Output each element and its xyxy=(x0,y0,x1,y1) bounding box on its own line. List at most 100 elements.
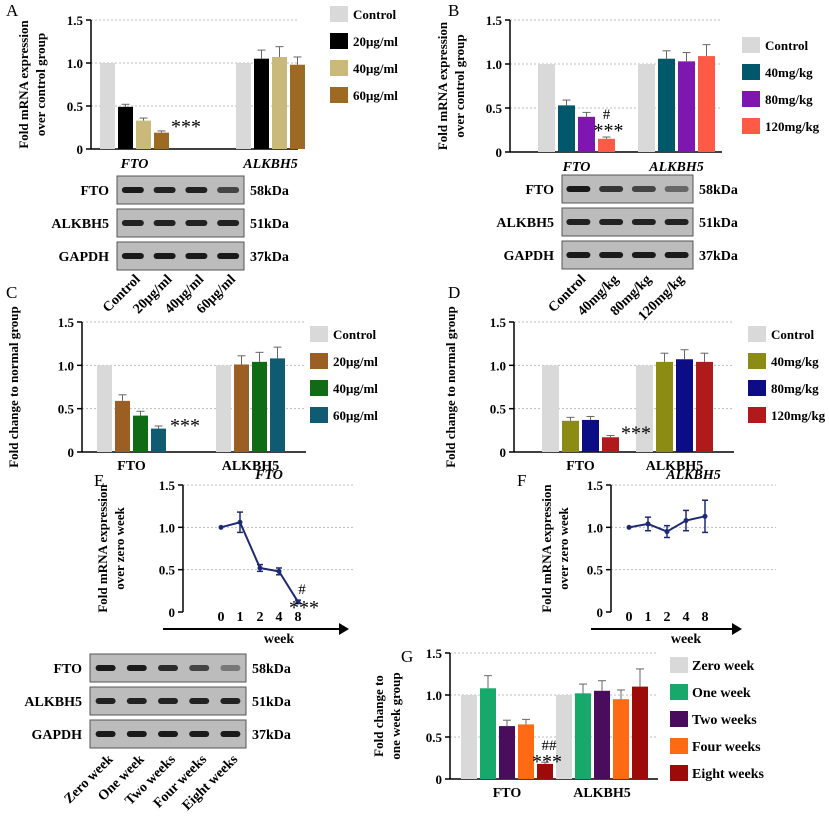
blot-band xyxy=(185,187,208,193)
y-tick-label: 0 xyxy=(597,605,604,620)
blot-band xyxy=(566,252,591,258)
category-label: ALKBH5 xyxy=(222,459,280,474)
blot-row-label: ALKBH5 xyxy=(51,217,109,232)
bar-B-FTO-2 xyxy=(578,116,595,152)
blot-band xyxy=(566,186,591,192)
significance-mark: # xyxy=(603,107,611,123)
legend-swatch xyxy=(742,37,760,53)
y-tick-label: 0 xyxy=(496,145,503,160)
bar-C-ALKBH5-1 xyxy=(234,364,249,452)
legend-label: 40mg/kg xyxy=(771,354,819,369)
category-label: ALKBH5 xyxy=(242,157,297,172)
legend-label: Control xyxy=(765,38,808,53)
panel-letter: B xyxy=(448,1,459,20)
y-axis-label: one week group xyxy=(388,672,403,759)
data-point xyxy=(683,518,689,524)
blot-band xyxy=(153,220,176,226)
significance-mark: ## xyxy=(542,738,558,754)
blot-size-label: 58kDa xyxy=(252,662,291,677)
bar-C-FTO-2 xyxy=(133,415,148,452)
x-tick-label: 2 xyxy=(664,610,671,625)
significance-mark: *** xyxy=(621,423,651,445)
blot-band xyxy=(153,187,176,193)
panel-letter: E xyxy=(94,471,104,490)
blot-size-label: 51kDa xyxy=(699,216,738,231)
blot-band xyxy=(631,186,656,192)
y-tick-label: 1.0 xyxy=(490,358,506,373)
panel-G: 0 0.5 1.0 1.5 Fold change to one week group FT… xyxy=(371,646,765,801)
legend-label: One week xyxy=(692,686,751,701)
y-tick-label: 1.5 xyxy=(486,13,503,28)
blot-band xyxy=(95,698,116,704)
legend-label: Two weeks xyxy=(692,713,757,728)
bar-G-FTO-0 xyxy=(461,695,477,779)
blot-band xyxy=(189,698,210,704)
data-point xyxy=(295,599,301,605)
x-tick-label: 2 xyxy=(257,610,264,625)
x-tick-label: 8 xyxy=(295,610,302,625)
category-label: ALKBH5 xyxy=(573,786,631,801)
bar-A-FTO-0 xyxy=(100,63,115,149)
legend-label: 40μg/ml xyxy=(333,381,378,396)
bar-B-FTO-1 xyxy=(558,105,575,152)
blot-size-label: 37kDa xyxy=(699,249,738,264)
panel-letter: A xyxy=(6,1,19,20)
y-tick-label: 0.5 xyxy=(159,563,176,578)
y-tick-label: 1.5 xyxy=(159,478,176,493)
blot-band xyxy=(126,698,147,704)
legend-label: Control xyxy=(353,7,396,22)
blot-band xyxy=(599,252,624,258)
legend-swatch xyxy=(310,326,328,342)
panel-C: 0 0.5 1.0 1.5 Fold change to normal group FTO… xyxy=(6,306,378,474)
legend-label: 60μg/ml xyxy=(333,408,378,423)
y-axis-label: over zero week xyxy=(112,506,127,589)
significance-mark: *** xyxy=(532,751,562,773)
legend-label: Eight weeks xyxy=(692,767,765,782)
blot-band xyxy=(158,698,178,704)
bar-G-ALKBH5-1 xyxy=(575,693,591,779)
bar-G-FTO-2 xyxy=(499,726,515,779)
bar-A-FTO-1 xyxy=(118,106,133,149)
legend-swatch xyxy=(330,6,348,22)
y-tick-label: 1.0 xyxy=(426,688,442,703)
category-label: ALKBH5 xyxy=(646,459,704,474)
blot-size-label: 51kDa xyxy=(250,217,289,232)
legend-label: Four weeks xyxy=(692,740,761,755)
x-axis-arrow xyxy=(339,623,349,635)
legend-label: 120mg/kg xyxy=(771,408,826,423)
blot-band xyxy=(599,219,624,225)
y-tick-label: 1.0 xyxy=(58,358,74,373)
bar-G-ALKBH5-2 xyxy=(594,690,610,779)
y-tick-label: 0 xyxy=(500,445,507,460)
legend-label: 20μg/ml xyxy=(333,354,378,369)
blot-row-label: FTO xyxy=(80,184,109,199)
panel-B: 0 0.5 1.0 1.5 Fold mRNA expression over contr… xyxy=(435,13,820,175)
blot-row-label: FTO xyxy=(53,662,82,677)
data-point xyxy=(645,521,651,527)
legend-swatch xyxy=(670,711,688,727)
y-axis-label: Fold mRNA expression xyxy=(435,21,450,150)
panel-letter: G xyxy=(401,647,413,666)
bar-C-FTO-0 xyxy=(97,365,112,452)
blot-row-label: ALKBH5 xyxy=(24,695,82,710)
y-tick-label: 0 xyxy=(436,772,443,787)
blot-band xyxy=(126,731,147,737)
legend-label: 40mg/kg xyxy=(765,65,813,80)
y-tick-label: 0 xyxy=(68,445,75,460)
bar-G-ALKBH5-0 xyxy=(556,695,572,779)
legend-label: Control xyxy=(333,327,376,342)
category-label: FTO xyxy=(566,459,595,474)
y-axis-label: over control group xyxy=(452,34,467,137)
bar-A-ALKBH5-2 xyxy=(272,56,287,150)
blot-A: FTO 58kDa ALKBH5 51kDa GAPDH 37kDa xyxy=(51,175,289,271)
blot-band xyxy=(217,220,240,226)
blot-band xyxy=(185,220,208,226)
bar-G-FTO-3 xyxy=(518,724,534,779)
significance-mark: # xyxy=(298,582,306,598)
significance-mark: *** xyxy=(289,597,319,619)
x-tick-label: 0 xyxy=(626,610,633,625)
bar-C-FTO-1 xyxy=(115,400,130,452)
bar-C-ALKBH5-2 xyxy=(252,361,267,452)
